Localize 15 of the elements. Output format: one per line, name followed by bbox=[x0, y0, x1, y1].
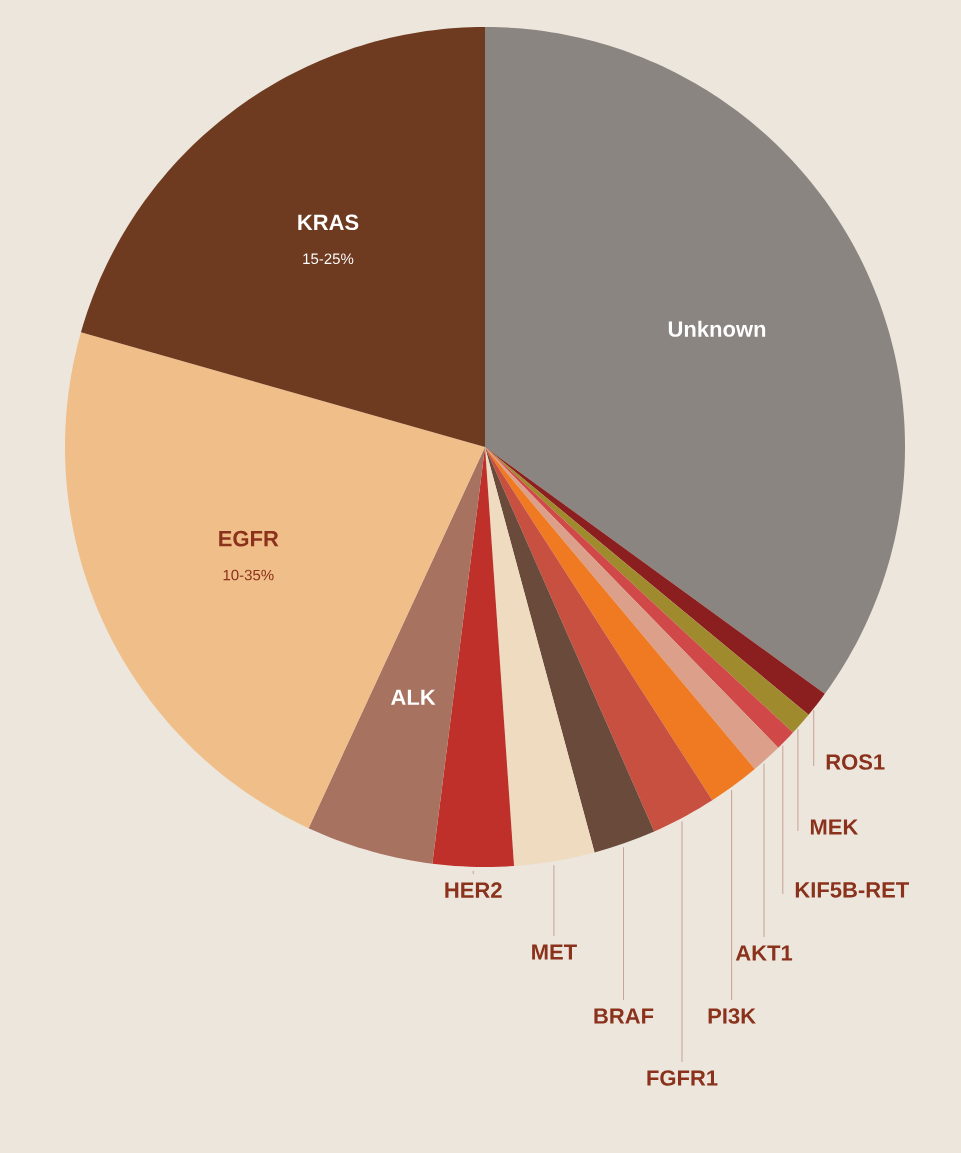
slice-label: ALK bbox=[391, 689, 436, 705]
slice-label: KIF5B-RET bbox=[795, 882, 909, 898]
slice-label: FGFR1 bbox=[647, 1070, 718, 1086]
slice-label: MEK bbox=[810, 819, 859, 835]
slice-label: MET bbox=[532, 944, 577, 960]
slice-label: KRAS bbox=[298, 214, 359, 231]
text: 15-25% bbox=[303, 253, 354, 265]
slice-label: BRAF bbox=[594, 1008, 654, 1024]
slice-label: Unknown bbox=[668, 320, 766, 337]
slice-label: ROS1 bbox=[826, 754, 885, 770]
slice-label: EGFR bbox=[219, 530, 279, 547]
slice-label: HER2 bbox=[445, 882, 502, 898]
text: 10-35% bbox=[223, 569, 274, 581]
slice-label: AKT1 bbox=[735, 945, 793, 961]
slice-label: PI3K bbox=[708, 1008, 756, 1024]
